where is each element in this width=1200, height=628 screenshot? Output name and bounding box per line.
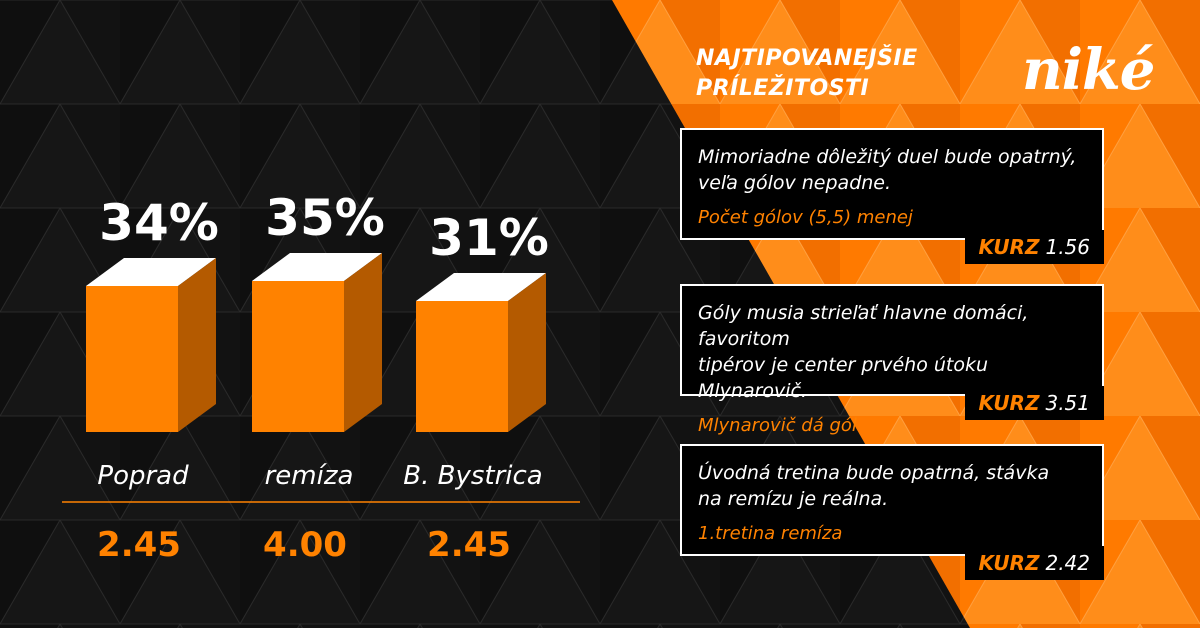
- bar-side-face: [344, 253, 382, 432]
- category-label: Poprad: [97, 461, 189, 491]
- bar-side-face: [508, 273, 546, 432]
- category-label: B. Bystrica: [403, 461, 542, 491]
- bar-front-face: [416, 301, 508, 432]
- kurz-badge-3: KURZ 2.42: [964, 546, 1104, 580]
- bar-3: [416, 273, 546, 432]
- tip-text-3-line-1: Úvodná tretina bude opatrná, stávka: [698, 462, 1050, 484]
- tip-card-1: Mimoriadne dôležitý duel bude opatrný, v…: [680, 128, 1104, 264]
- tip-text-2-line-2: tipérov je center prvého útoku Mlynarovi…: [698, 354, 989, 402]
- tip-text-2: Góly musia strieľať hlavne domáci, favor…: [698, 300, 1086, 404]
- bar-top-face: [86, 258, 216, 286]
- tip-bet-2: Mlynarovič dá gól: [698, 415, 857, 436]
- odds-value: 2.45: [427, 525, 511, 565]
- kurz-badge-2: KURZ 3.51: [964, 386, 1104, 420]
- nike-logo: niké: [1022, 37, 1155, 103]
- heading-line-2: PRÍLEŽITOSTI: [696, 76, 870, 101]
- bar-side-face: [178, 258, 216, 432]
- bar-value-label: 35%: [265, 189, 385, 247]
- section-heading: NAJTIPOVANEJŠIE PRÍLEŽITOSTI: [696, 44, 918, 104]
- tip-text-1-line-1: Mimoriadne dôležitý duel bude opatrný,: [698, 146, 1077, 168]
- bar-value-label: 31%: [429, 209, 549, 267]
- tip-text-1: Mimoriadne dôležitý duel bude opatrný, v…: [698, 144, 1086, 196]
- bar-chart: 34% 35% 31% Poprad remíza B. Bystrica 2.45 4.…: [62, 189, 580, 565]
- tip-text-3: Úvodná tretina bude opatrná, stávka na r…: [698, 460, 1086, 512]
- kurz-value-3: 2.42: [1045, 551, 1090, 575]
- tip-card-3: Úvodná tretina bude opatrná, stávka na r…: [680, 444, 1104, 580]
- tip-card-2: Góly musia strieľať hlavne domáci, favor…: [680, 284, 1104, 436]
- tip-bet-1: Počet gólov (5,5) menej: [698, 207, 913, 228]
- bar-2: [252, 253, 382, 432]
- odds-value: 2.45: [97, 525, 181, 565]
- odds-value: 4.00: [263, 525, 347, 565]
- kurz-value-1: 1.56: [1045, 235, 1090, 259]
- heading-line-1: NAJTIPOVANEJŠIE: [696, 46, 918, 71]
- tip-bet-3: 1.tretina remíza: [698, 523, 843, 544]
- tip-text-3-line-2: na remízu je reálna.: [698, 488, 889, 510]
- kurz-label-1: KURZ: [978, 235, 1040, 259]
- tip-text-1-line-2: veľa gólov nepadne.: [698, 172, 892, 194]
- bar-front-face: [252, 281, 344, 432]
- bar-top-face: [416, 273, 546, 301]
- kurz-label-2: KURZ: [978, 391, 1040, 415]
- bar-front-face: [86, 286, 178, 432]
- bar-top-face: [252, 253, 382, 281]
- kurz-label-3: KURZ: [978, 551, 1040, 575]
- kurz-value-2: 3.51: [1045, 391, 1090, 415]
- kurz-badge-1: KURZ 1.56: [964, 230, 1104, 264]
- category-label: remíza: [265, 461, 354, 491]
- tip-text-2-line-1: Góly musia strieľať hlavne domáci, favor…: [698, 302, 1029, 350]
- bar-value-label: 34%: [99, 194, 219, 252]
- bar-1: [86, 258, 216, 432]
